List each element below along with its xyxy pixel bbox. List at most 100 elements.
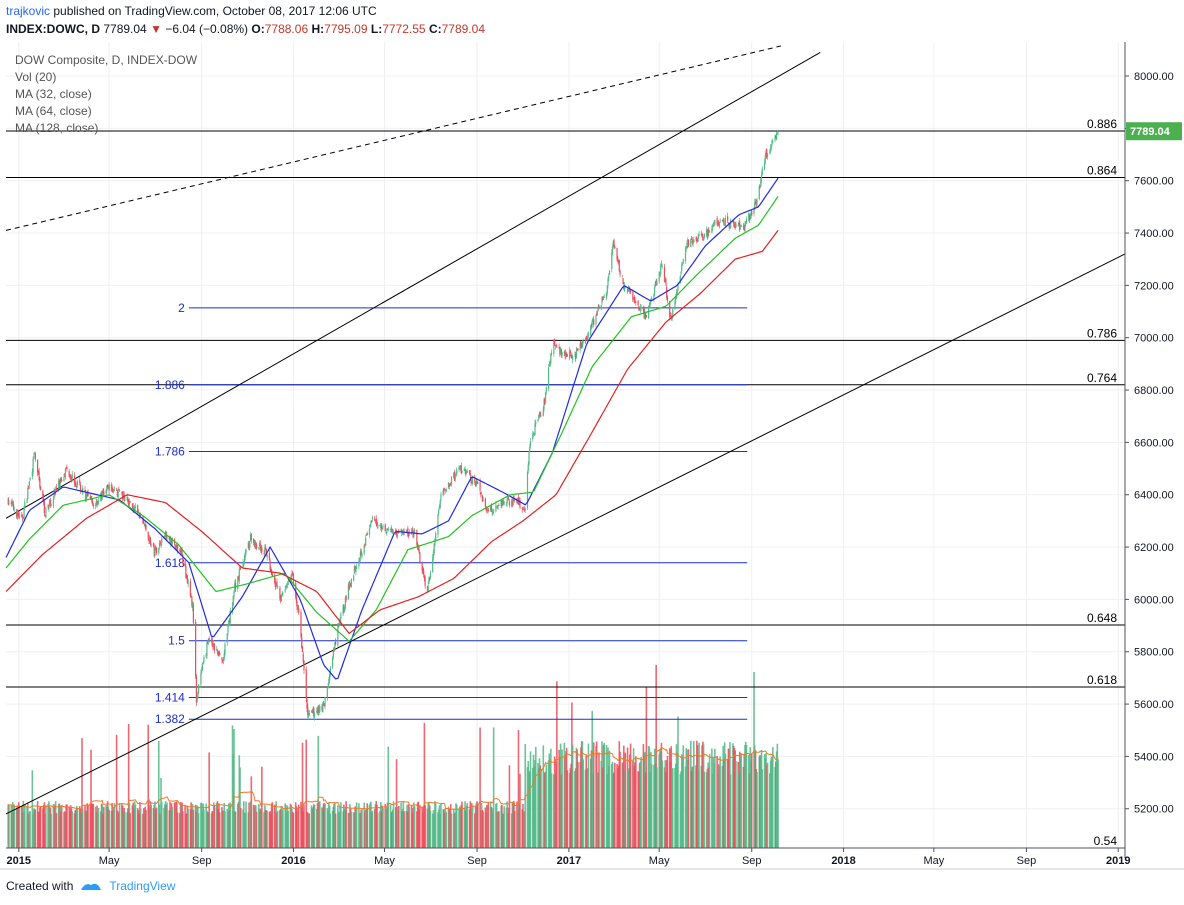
- volume-bar: [301, 742, 304, 848]
- candle-body: [329, 668, 331, 675]
- candle-body: [572, 355, 574, 361]
- volume-bar: [592, 742, 595, 848]
- candle-body: [442, 490, 444, 496]
- candle-body: [331, 656, 334, 668]
- candle-body: [237, 576, 240, 580]
- candle-body: [303, 660, 305, 671]
- candle-body: [693, 239, 695, 243]
- candle-body: [480, 493, 483, 495]
- candle-body: [55, 489, 57, 493]
- candle-body: [24, 501, 26, 507]
- candle-body: [102, 489, 104, 494]
- volume-ma-line-path: [8, 747, 779, 810]
- trend-lines[interactable]: [5, 45, 1126, 815]
- candle-body: [164, 535, 166, 536]
- volume-bar: [287, 810, 289, 848]
- legend-volume[interactable]: Vol (20): [15, 70, 57, 84]
- legend-ma64[interactable]: MA (64, close): [15, 104, 92, 118]
- candle-body: [261, 547, 263, 552]
- candle-body: [660, 265, 662, 275]
- candle-body: [358, 561, 360, 567]
- candle-body: [71, 474, 73, 479]
- author-link[interactable]: trajkovic: [6, 4, 51, 18]
- fib-extension-label: 1.618: [155, 556, 185, 570]
- candle-body: [438, 506, 441, 509]
- fib-extension-label: 1.5: [168, 634, 185, 648]
- candle-body: [728, 223, 730, 228]
- candle-body: [377, 524, 379, 529]
- candle-body: [280, 594, 283, 601]
- volume-bar: [157, 740, 160, 848]
- candle-body: [202, 662, 204, 664]
- candle-body: [280, 597, 282, 601]
- candle-body: [50, 504, 52, 507]
- volume-bar: [750, 753, 753, 848]
- legend-ma128[interactable]: MA (128, close): [15, 121, 99, 135]
- tradingview-link[interactable]: TradingView: [109, 879, 176, 893]
- legend-symbol[interactable]: DOW Composite, D, INDEX-DOW: [15, 53, 198, 67]
- candle-body: [216, 649, 218, 651]
- candle-body: [529, 446, 531, 451]
- candle-body: [444, 489, 446, 491]
- candle-body: [307, 706, 309, 716]
- volume-bar: [34, 809, 37, 848]
- candle-body: [633, 298, 635, 300]
- candle-body: [382, 525, 384, 528]
- candle-body: [545, 387, 547, 392]
- volume-bar: [503, 806, 505, 848]
- candle-body: [554, 345, 556, 347]
- candle-body: [100, 493, 102, 502]
- candle-body: [297, 607, 299, 609]
- candle-body: [108, 484, 110, 492]
- candle-body: [756, 199, 758, 205]
- candle-body: [702, 236, 704, 241]
- candle-body: [134, 506, 137, 508]
- candle-body: [690, 238, 693, 240]
- candle-body: [642, 307, 644, 311]
- candle-body: [477, 483, 479, 485]
- candle-body: [85, 493, 88, 501]
- candle-body: [350, 584, 352, 586]
- candle-body: [759, 186, 761, 188]
- candle-body: [43, 497, 45, 503]
- candle-body: [233, 591, 235, 597]
- candle-body: [700, 233, 702, 236]
- candle-body: [354, 566, 356, 572]
- candle-body: [75, 483, 77, 487]
- candle-body: [337, 625, 339, 646]
- candle-body: [484, 498, 486, 507]
- candle-body: [64, 476, 66, 477]
- symbol-label[interactable]: INDEX:DOWC, D: [6, 22, 100, 36]
- candle-body: [711, 227, 713, 234]
- candle-body: [744, 223, 746, 231]
- candle-body: [174, 545, 176, 549]
- candle-body: [582, 341, 584, 343]
- candle-body: [229, 610, 231, 623]
- candle-body: [175, 544, 177, 548]
- candle-body: [493, 509, 495, 511]
- volume-bar: [355, 802, 358, 848]
- fib-retracement-label: 0.618: [1087, 673, 1117, 687]
- candle-body: [566, 354, 568, 357]
- candle-body: [766, 149, 768, 158]
- candle-body: [580, 341, 582, 348]
- volume-bar: [408, 806, 411, 848]
- candle-body: [300, 612, 302, 637]
- candle-body: [622, 278, 624, 284]
- candle-body: [740, 224, 742, 227]
- candle-body: [21, 517, 24, 519]
- candle-body: [201, 670, 203, 674]
- legend-ma32[interactable]: MA (32, close): [15, 87, 92, 101]
- fib-retracement-label: 0.648: [1087, 611, 1117, 625]
- volume-bar: [118, 803, 121, 848]
- volume-bar: [624, 752, 627, 848]
- candle-body: [127, 498, 129, 501]
- candle-body: [369, 524, 371, 527]
- candle-body: [617, 260, 620, 262]
- candle-body: [192, 604, 194, 608]
- candle-body: [365, 537, 367, 546]
- volume-bar: [276, 810, 279, 848]
- candle-body: [287, 580, 289, 585]
- candle-body: [387, 528, 389, 530]
